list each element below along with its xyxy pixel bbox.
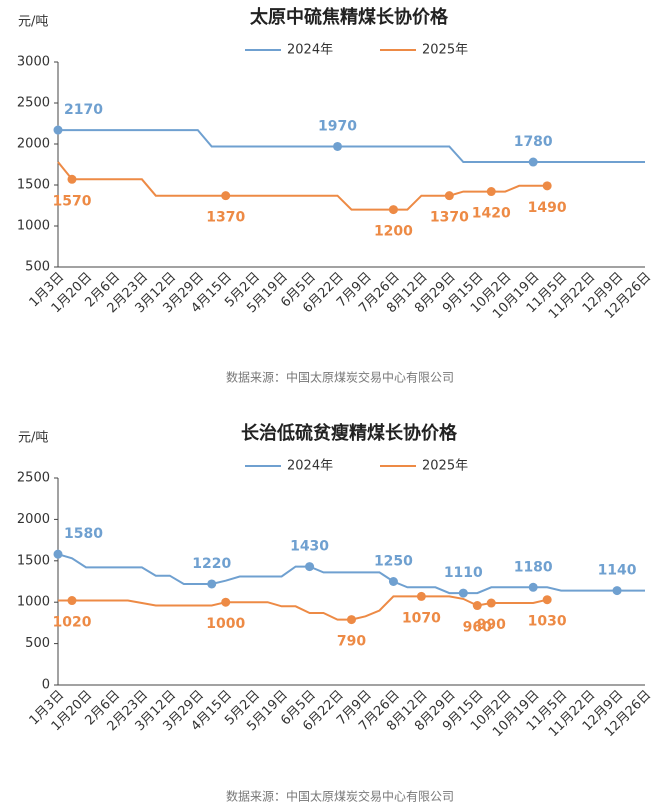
y-tick-label: 2000	[17, 137, 50, 152]
data-label: 1250	[374, 554, 413, 570]
data-label: 1070	[402, 610, 441, 626]
point-marker	[472, 601, 482, 611]
y-tick-label: 1500	[17, 178, 50, 193]
chart-title: 长治低硫贫瘦精煤长协价格	[241, 422, 458, 444]
point-marker	[221, 597, 231, 607]
y-tick-label: 1500	[17, 553, 50, 568]
data-label: 1570	[52, 193, 91, 209]
point-marker	[458, 588, 468, 598]
point-marker	[347, 615, 356, 625]
chart-title: 太原中硫焦精煤长协价格	[250, 6, 449, 28]
data-label: 1020	[52, 615, 91, 631]
point-marker	[67, 596, 77, 606]
data-label: 1030	[528, 614, 567, 630]
point-marker	[444, 191, 454, 201]
legend-label: 2025年	[422, 43, 468, 58]
point-marker	[528, 157, 538, 167]
data-label: 1970	[318, 118, 357, 134]
data-label: 790	[337, 634, 366, 650]
data-label: 960	[463, 620, 492, 636]
y-tick-label: 500	[25, 260, 50, 275]
data-label: 1370	[430, 210, 469, 226]
point-marker	[528, 582, 538, 592]
point-marker	[53, 125, 63, 135]
data-label: 1430	[290, 539, 329, 555]
y-axis-unit: 元/吨	[18, 431, 48, 446]
y-tick-label: 2000	[17, 512, 50, 527]
data-label: 1780	[514, 134, 553, 150]
data-label: 1490	[528, 200, 567, 216]
point-marker	[486, 187, 496, 197]
y-tick-label: 500	[25, 636, 50, 651]
point-marker	[388, 577, 398, 586]
point-marker	[53, 549, 63, 559]
y-tick-label: 2500	[17, 96, 50, 111]
point-marker	[207, 579, 217, 589]
data-label: 1140	[598, 563, 637, 579]
point-marker	[542, 595, 552, 605]
data-label: 1220	[192, 556, 231, 572]
point-marker	[333, 141, 343, 151]
data-label: 1110	[444, 565, 483, 581]
data-label: 1180	[514, 559, 553, 575]
series-line	[57, 161, 548, 211]
legend-label: 2024年	[287, 43, 333, 58]
point-marker	[305, 562, 315, 572]
y-axis-unit: 元/吨	[18, 15, 48, 30]
point-marker	[542, 181, 552, 191]
data-label: 1200	[374, 224, 413, 240]
y-tick-label: 3000	[17, 55, 50, 70]
data-label: 1370	[206, 210, 245, 226]
series-line	[58, 595, 548, 621]
data-label: 990	[477, 617, 506, 633]
legend-label: 2025年	[422, 459, 468, 474]
point-marker	[612, 586, 622, 596]
data-label: 1580	[64, 526, 103, 542]
y-tick-label: 1000	[17, 595, 50, 610]
y-tick-label: 1000	[17, 219, 50, 234]
source: 数据来源：中国太原煤炭交易中心有限公司	[226, 789, 454, 804]
legend-label: 2024年	[287, 459, 333, 474]
point-marker	[486, 598, 496, 608]
source: 数据来源：中国太原煤炭交易中心有限公司	[226, 370, 454, 385]
point-marker	[416, 591, 426, 601]
data-label: 1420	[472, 206, 511, 222]
y-tick-label: 0	[42, 678, 50, 693]
data-label: 2170	[64, 102, 103, 118]
y-tick-label: 2500	[17, 471, 50, 486]
point-marker	[221, 191, 231, 201]
point-marker	[67, 174, 77, 184]
series-line	[58, 129, 645, 163]
point-marker	[388, 205, 398, 215]
series-line	[57, 553, 645, 595]
data-label: 1000	[206, 616, 245, 632]
